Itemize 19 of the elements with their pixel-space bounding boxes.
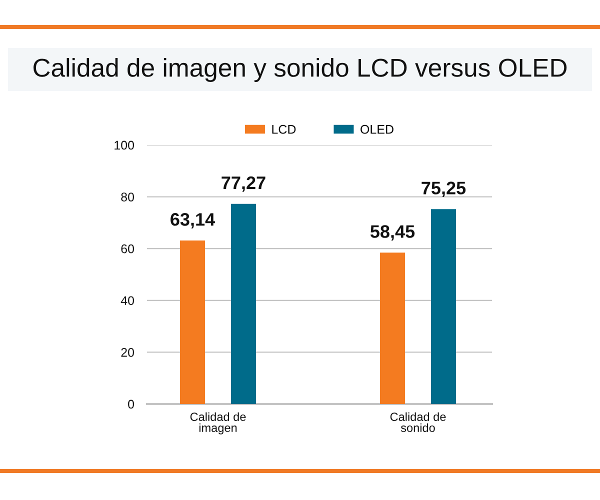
legend-label: LCD [272,124,296,134]
data-label: 77,27 [222,176,266,192]
y-tick-label: 0 [128,400,134,409]
bar [431,209,456,404]
data-label: 58,45 [370,225,415,241]
x-tick-label: Calidad de imagen [190,412,246,434]
bar [180,240,205,404]
chart-title: Calidad de imagen y sonido LCD versus OLED [34,58,567,82]
y-tick-label: 80 [121,192,134,202]
legend-label: OLED [360,124,394,134]
y-tick-label: 40 [120,296,134,306]
data-label: 75,25 [422,182,466,198]
y-tick-label: 60 [121,244,134,254]
bar [231,204,256,404]
bar [380,252,405,404]
x-tick-label: Calidad de sonido [390,412,446,432]
data-label: 63,14 [170,213,215,228]
y-tick-label: 100 [114,140,134,150]
y-tick-label: 20 [121,348,134,357]
